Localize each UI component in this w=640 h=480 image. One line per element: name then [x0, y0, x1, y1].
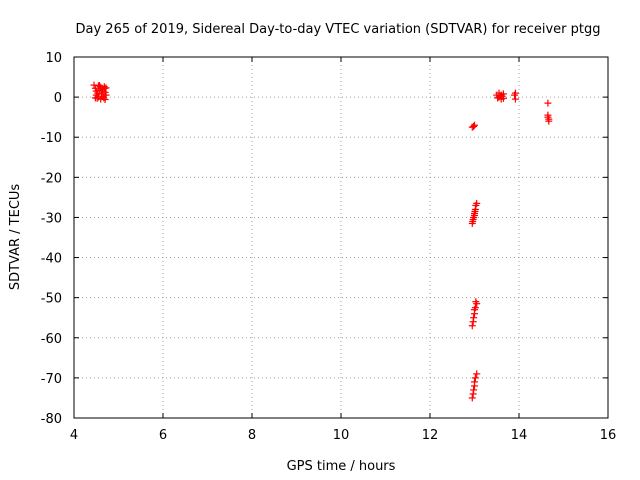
y-tick-label: -40: [41, 252, 62, 267]
data-point: [468, 322, 476, 330]
x-tick-label: 6: [159, 428, 167, 443]
x-tick-label: 14: [511, 428, 528, 443]
data-point: [471, 374, 479, 382]
data-point: [470, 314, 478, 322]
y-tick-label: 0: [54, 91, 62, 106]
data-point: [471, 304, 479, 312]
plot-frame: [73, 56, 609, 419]
x-tick-label: 10: [333, 428, 350, 443]
data-point: [511, 95, 519, 103]
x-tick-label: 8: [248, 428, 256, 443]
data-point: [100, 94, 108, 102]
data-point: [496, 92, 504, 100]
data-points: [90, 81, 553, 402]
y-tick-label: -10: [41, 131, 62, 146]
data-point: [471, 121, 478, 129]
data-point: [468, 394, 476, 402]
data-point: [94, 89, 102, 97]
data-point: [471, 378, 478, 386]
x-axis-label: GPS time / hours: [287, 459, 396, 474]
x-tick-label: 4: [70, 428, 78, 443]
data-point: [470, 122, 478, 130]
data-point: [473, 370, 481, 378]
data-point: [545, 115, 553, 123]
data-point: [470, 386, 478, 394]
y-tick-label: -30: [41, 211, 62, 226]
data-point: [472, 298, 480, 306]
data-point: [95, 81, 103, 89]
data-point: [511, 89, 519, 97]
y-axis-label: SDTVAR / TECUs: [8, 184, 23, 291]
axis-ticks: 4 6 8 10 12 14 16 10 0 -10 -20 -30 -40 -50 -60 -70 -80: [41, 51, 617, 443]
data-point: [91, 94, 99, 102]
grid: [74, 57, 608, 418]
data-point: [101, 96, 109, 104]
data-point: [544, 99, 552, 107]
y-tick-label: -50: [41, 292, 62, 307]
y-tick-label: -20: [41, 171, 62, 186]
y-tick-label: -60: [41, 332, 62, 347]
chart-title: Day 265 of 2019, Sidereal Day-to-day VTE…: [76, 22, 601, 37]
data-point: [473, 199, 481, 207]
x-tick-label: 12: [422, 428, 439, 443]
y-tick-label: -70: [41, 372, 62, 387]
data-point: [469, 217, 477, 225]
data-point: [471, 207, 479, 215]
x-tick-label: 16: [600, 428, 617, 443]
y-tick-label: -80: [41, 412, 62, 427]
y-tick-label: 10: [45, 51, 62, 66]
data-point: [101, 84, 109, 92]
